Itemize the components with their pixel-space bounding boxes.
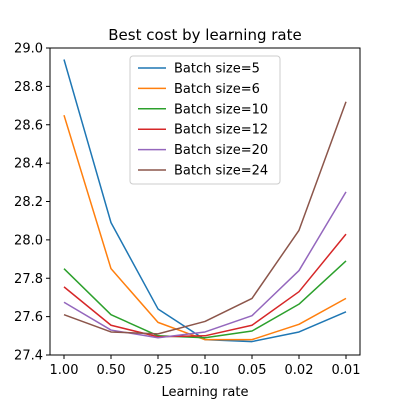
x-tick-label: 1.00 <box>50 363 79 378</box>
legend-label: Batch size=12 <box>174 123 268 138</box>
x-axis-ticks: 1.00 0.50 0.25 0.10 0.05 0.02 0.01 <box>50 355 361 378</box>
legend-box <box>129 55 281 185</box>
series-line <box>63 191 347 339</box>
y-tick-label: 28.0 <box>14 233 43 248</box>
x-tick-label: 0.10 <box>191 363 220 378</box>
y-tick-label: 28.8 <box>14 80 43 95</box>
y-tick-label: 27.8 <box>14 272 43 287</box>
x-tick-label: 0.02 <box>285 363 314 378</box>
x-axis-label: Learning rate <box>162 385 249 400</box>
y-tick-label: 28.4 <box>14 157 43 172</box>
y-tick-label: 28.6 <box>14 118 43 133</box>
x-tick-label: 0.50 <box>97 363 126 378</box>
series-lines <box>63 59 347 343</box>
legend-label: Batch size=24 <box>174 164 268 179</box>
series-line <box>63 101 347 335</box>
y-tick-label: 27.4 <box>14 349 43 364</box>
x-tick-label: 0.01 <box>332 363 361 378</box>
legend-label: Batch size=6 <box>174 82 260 97</box>
series-line <box>63 233 347 338</box>
x-tick-label: 0.05 <box>238 363 267 378</box>
y-tick-label: 28.2 <box>14 195 43 210</box>
y-axis-ticks: 27.4 27.6 27.8 28.0 28.2 28.4 28.6 28.8 29.0 <box>14 42 50 364</box>
chart-title: Best cost by learning rate <box>108 26 301 44</box>
legend: Batch size=5 Batch size=6 Batch size=10 Bat… <box>129 55 281 185</box>
y-tick-label: 29.0 <box>14 42 43 57</box>
plot-frame <box>49 47 361 356</box>
legend-label: Batch size=5 <box>174 62 260 77</box>
x-tick-label: 0.25 <box>144 363 173 378</box>
series-line <box>63 260 347 339</box>
y-tick-label: 27.6 <box>14 310 43 325</box>
legend-label: Batch size=20 <box>174 143 268 158</box>
series-line <box>63 114 347 341</box>
legend-label: Batch size=10 <box>174 102 268 117</box>
